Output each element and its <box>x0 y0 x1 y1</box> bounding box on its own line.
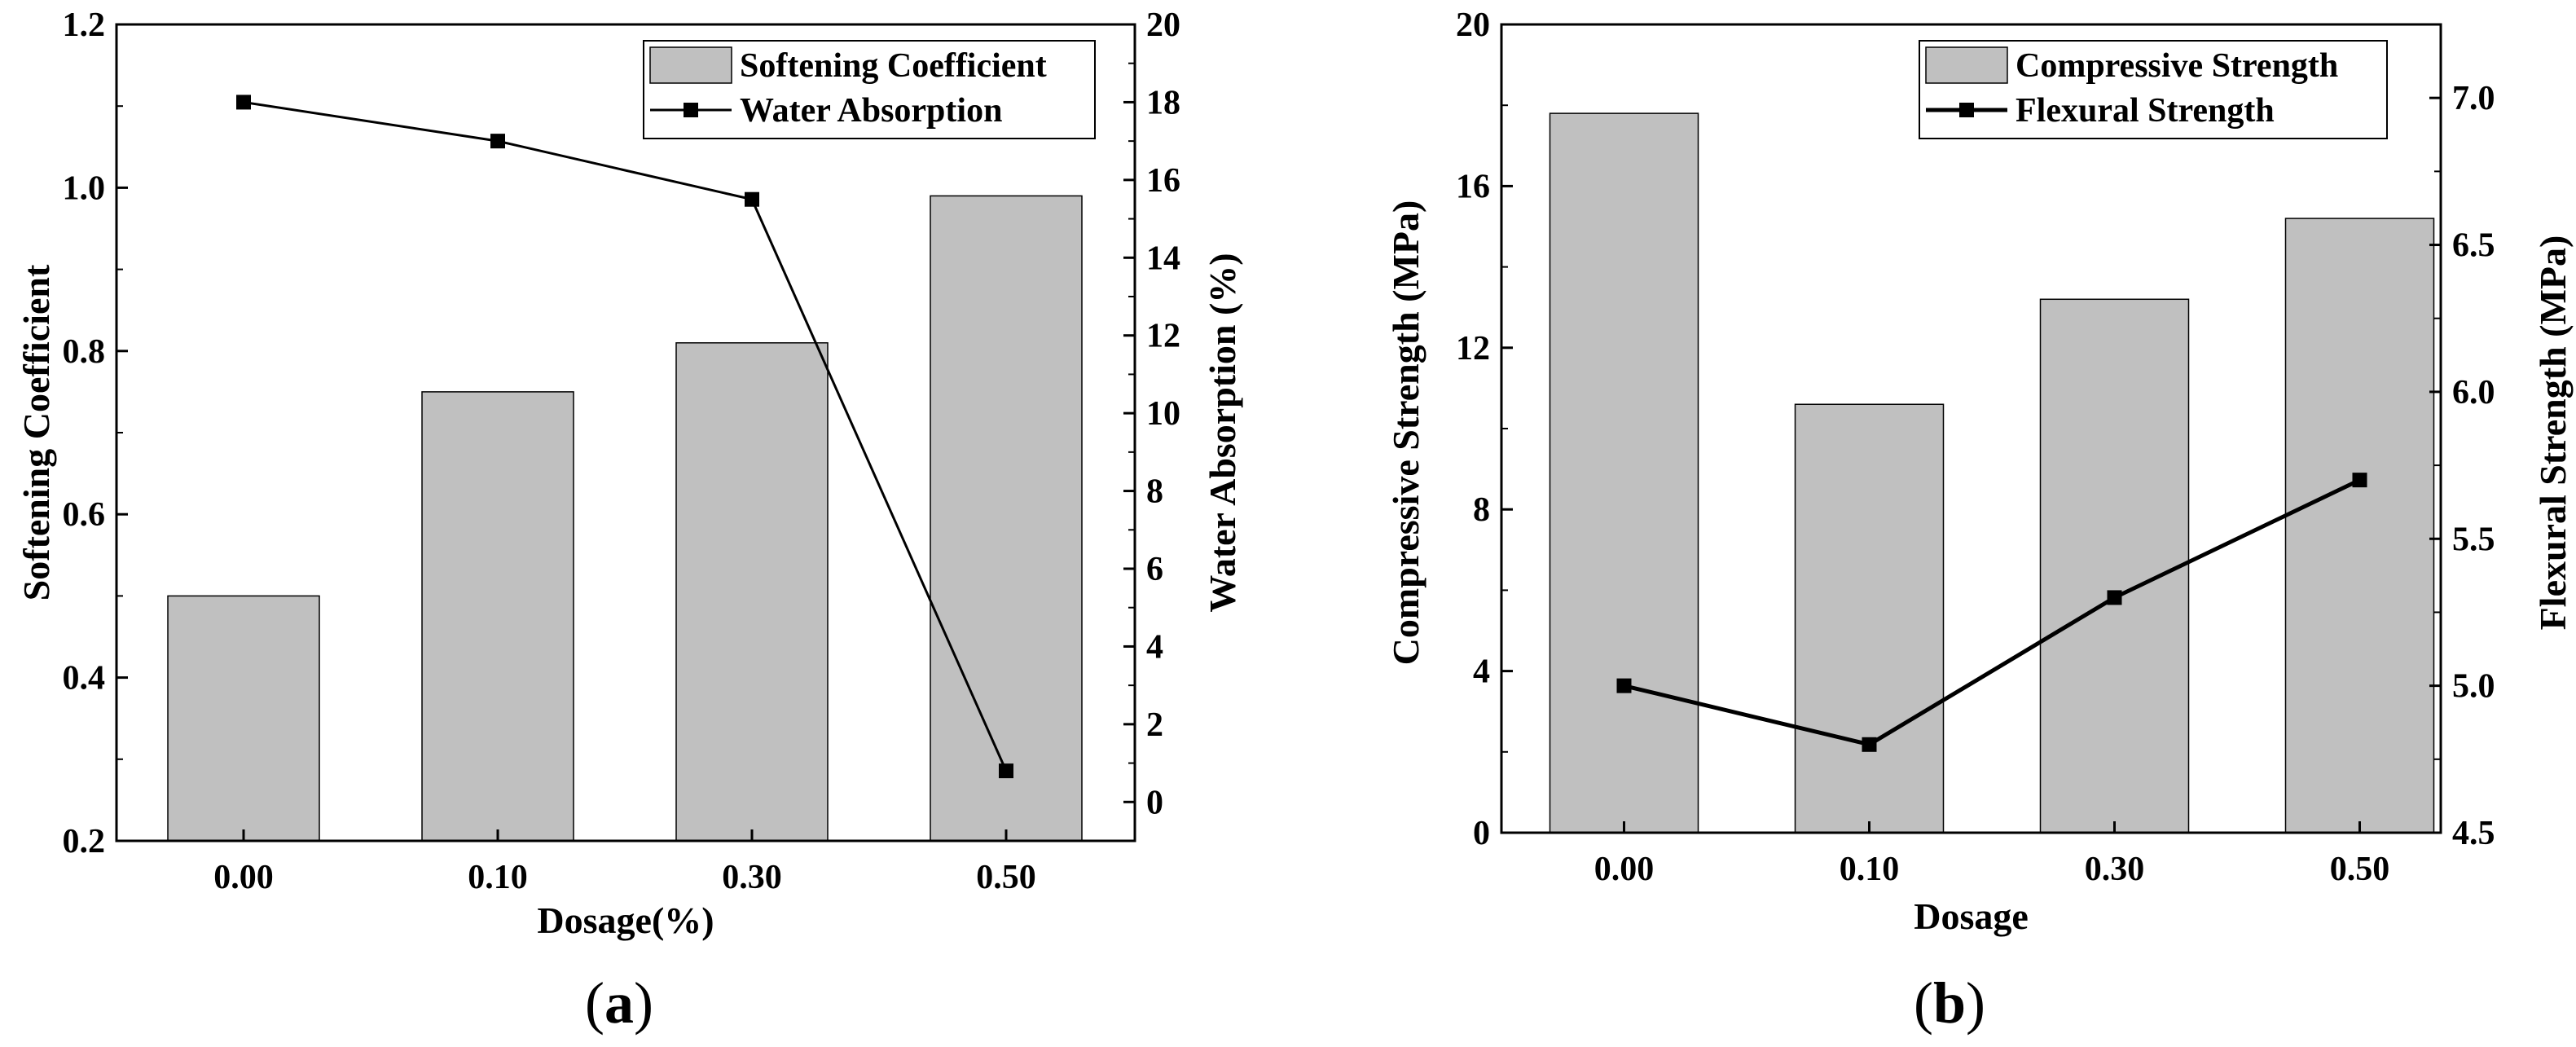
line-point <box>2352 473 2367 488</box>
line-point <box>236 95 251 110</box>
bar <box>930 195 1083 842</box>
y-right-tick-label: 6.5 <box>2452 227 2495 265</box>
y-left-tick-label: 0.8 <box>63 333 106 371</box>
figure-caption: (b) <box>1914 970 1985 1036</box>
legend-swatch-marker <box>684 103 698 117</box>
y-left-axis-title: Softening Coefficient <box>15 264 57 600</box>
y-left-tick-label: 1.0 <box>63 169 106 207</box>
y-right-tick-label: 5.5 <box>2452 521 2495 558</box>
y-right-axis-title: Flexural Strength (MPa) <box>2532 235 2574 631</box>
x-tick-label: 0.30 <box>722 859 782 896</box>
x-tick-label: 0.50 <box>976 859 1036 896</box>
bar <box>2039 298 2190 834</box>
y-right-tick-label: 12 <box>1146 318 1180 355</box>
y-right-tick-label: 2 <box>1146 706 1163 744</box>
y-right-tick-label: 20 <box>1146 7 1180 44</box>
y-right-tick-label: 6 <box>1146 551 1163 588</box>
line-point <box>999 763 1013 779</box>
caption-close-paren: ) <box>1966 970 1985 1036</box>
y-right-axis-title: Water Absorption (%) <box>1202 253 1243 612</box>
caption-letter: b <box>1933 970 1966 1036</box>
caption-open-paren: ( <box>1914 970 1933 1036</box>
line-point <box>2107 590 2122 605</box>
y-right-tick-label: 0 <box>1146 784 1163 821</box>
caption-close-paren: ) <box>634 970 653 1036</box>
x-tick-label: 0.10 <box>1840 851 1900 888</box>
legend: Softening Coefficient Water Absorption <box>643 40 1096 139</box>
y-right-tick-label: 5.0 <box>2452 668 2495 706</box>
y-left-axis-title: Compressive Strength (MPa) <box>1385 200 1426 666</box>
caption-open-paren: ( <box>585 970 604 1036</box>
legend-swatch-bar <box>1925 46 2008 84</box>
line-point <box>745 191 759 207</box>
bar <box>167 595 320 842</box>
bar <box>1549 112 1699 834</box>
x-tick-label: 0.50 <box>2330 851 2390 888</box>
series-line <box>243 100 1008 772</box>
figure-caption: (a) <box>585 970 653 1036</box>
x-tick-label: 0.30 <box>2085 851 2145 888</box>
y-right-tick-label: 7.0 <box>2452 80 2495 117</box>
x-axis-title: Dosage <box>1914 895 2029 937</box>
legend-swatch-marker <box>1959 103 1974 117</box>
line-point <box>1862 737 1877 752</box>
y-left-tick-label: 0.2 <box>63 823 106 860</box>
chart-b: 0 4 8 12 16 20 4.5 5.0 5.5 6.0 6.5 7.0 0.00 0.10 0.30 0… <box>1385 7 2574 1036</box>
legend-label-line: Water Absorption <box>740 92 1002 130</box>
y-left-tick-label: 0.4 <box>63 660 106 697</box>
x-tick-label: 0.00 <box>213 859 274 896</box>
y-right-tick-label: 4 <box>1146 628 1163 666</box>
x-axis-title: Dosage(%) <box>537 900 714 941</box>
y-left-tick-label: 0.6 <box>63 496 106 534</box>
y-right-tick-label: 4.5 <box>2452 815 2495 852</box>
legend: Compressive Strength Flexural Strength <box>1919 40 2388 139</box>
series-line <box>1623 477 2361 747</box>
line-point <box>490 134 505 149</box>
y-right-tick-label: 10 <box>1146 395 1180 433</box>
bar <box>675 342 829 842</box>
y-left-tick-label: 12 <box>1456 330 1490 367</box>
chart-a: 0.2 0.4 0.6 0.8 1.0 1.2 0 2 4 6 8 10 12 14 16 18 20 0.00 0… <box>15 7 1243 1036</box>
line-point <box>1616 678 1632 693</box>
bar <box>2284 218 2435 834</box>
y-left-tick-label: 16 <box>1456 168 1490 205</box>
legend-label-line: Flexural Strength <box>2016 92 2275 130</box>
bar <box>421 391 574 842</box>
legend-label-bar: Softening Coefficient <box>740 47 1047 85</box>
y-left-tick-label: 4 <box>1473 653 1490 691</box>
y-right-tick-label: 14 <box>1146 240 1180 277</box>
y-left-tick-label: 0 <box>1473 815 1490 852</box>
y-left-tick-label: 20 <box>1456 7 1490 44</box>
y-right-tick-label: 6.0 <box>2452 374 2495 411</box>
y-right-tick-label: 18 <box>1146 84 1180 121</box>
y-right-tick-label: 8 <box>1146 473 1163 511</box>
bar <box>1794 403 1945 834</box>
y-left-tick-label: 8 <box>1473 491 1490 529</box>
legend-swatch-bar <box>649 46 732 84</box>
y-left-tick-label: 1.2 <box>63 7 106 44</box>
x-tick-label: 0.10 <box>468 859 528 896</box>
caption-letter: a <box>604 970 634 1036</box>
legend-label-bar: Compressive Strength <box>2016 47 2338 85</box>
y-right-tick-label: 16 <box>1146 162 1180 200</box>
x-tick-label: 0.00 <box>1594 851 1655 888</box>
